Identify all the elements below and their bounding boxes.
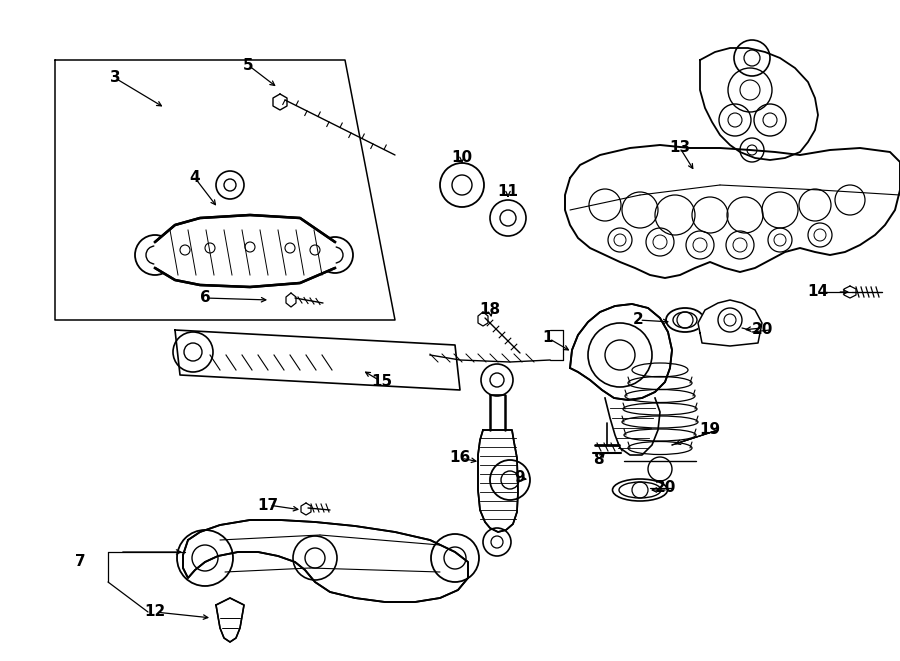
Text: 3: 3 [110,71,121,85]
Text: 1: 1 [543,330,553,346]
Polygon shape [273,94,287,110]
Text: 12: 12 [144,605,166,619]
Text: 13: 13 [670,141,690,155]
Text: 9: 9 [515,471,526,485]
Text: 20: 20 [752,323,773,338]
Polygon shape [155,215,335,287]
Text: 5: 5 [243,58,253,73]
Text: 20: 20 [654,481,676,496]
Text: 7: 7 [75,555,86,570]
Text: 4: 4 [190,171,201,186]
Text: 14: 14 [807,284,829,299]
Polygon shape [478,312,488,326]
Text: 17: 17 [257,498,279,512]
Text: 11: 11 [498,184,518,200]
Text: 6: 6 [200,290,211,305]
Polygon shape [183,520,468,602]
Polygon shape [698,300,762,346]
Text: 2: 2 [633,313,643,327]
Text: 10: 10 [452,151,472,165]
Text: 18: 18 [480,303,500,317]
Text: 15: 15 [372,375,392,389]
Polygon shape [286,293,296,307]
Polygon shape [175,330,460,390]
Polygon shape [478,430,518,532]
Polygon shape [301,503,311,515]
Polygon shape [216,598,244,642]
Text: 8: 8 [593,453,603,467]
Polygon shape [570,304,672,400]
Polygon shape [844,286,856,298]
Text: 16: 16 [449,451,471,465]
Text: 19: 19 [699,422,721,438]
